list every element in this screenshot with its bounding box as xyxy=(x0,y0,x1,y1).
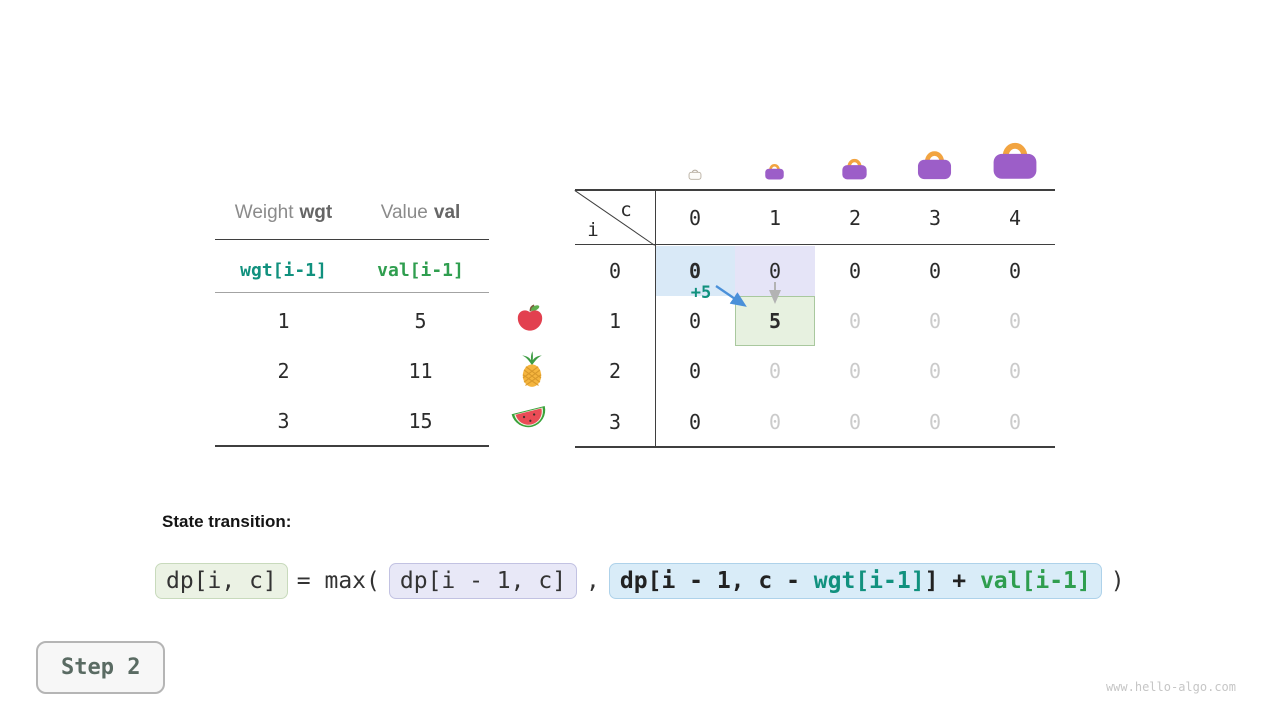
value-header: Value val xyxy=(352,198,489,228)
value-header-label: Value xyxy=(380,202,428,223)
items-table-header-rule xyxy=(215,239,489,241)
dp-cell-0-4: 0 xyxy=(1008,259,1022,283)
item-2-value: 11 xyxy=(408,359,433,383)
dp-cell-2-2: 0 xyxy=(848,359,862,383)
bag-icon-large xyxy=(917,151,952,180)
items-table-formula-row: wgt[i-1] val[i-1] xyxy=(215,255,489,285)
dp-cell-3-3: 0 xyxy=(928,410,942,434)
dp-cell-3-0: 0 xyxy=(688,410,702,434)
formula-close-paren: ) xyxy=(1110,568,1125,594)
value-formula-label: val[i-1] xyxy=(377,259,464,281)
dp-cell-2-0: 0 xyxy=(688,359,702,383)
dp-cell-1-2: 0 xyxy=(848,309,862,333)
formula-comma: , xyxy=(586,568,600,594)
dp-row-header-1: 1 xyxy=(608,309,622,333)
item-3-value: 15 xyxy=(408,409,433,433)
dp-col-header-1: 1 xyxy=(768,205,782,230)
bag-icon-small xyxy=(765,163,784,180)
items-table-header-row: Weight wgt Value val xyxy=(215,198,489,228)
dp-cell-0-1: 0 xyxy=(735,246,815,296)
dp-table-vertical-rule xyxy=(655,189,657,448)
item-row-3: 3 15 xyxy=(215,406,489,436)
item-1-weight: 1 xyxy=(277,309,290,333)
dp-row-header-0: 0 xyxy=(608,259,622,283)
dp-col-header-4: 4 xyxy=(1008,205,1022,230)
dp-cell-0-3: 0 xyxy=(928,259,942,283)
dp-cell-3-4: 0 xyxy=(1008,410,1022,434)
dp-table-bottom-rule xyxy=(575,446,1055,448)
empty-bag-icon xyxy=(688,169,702,180)
dp-cell-0-2: 0 xyxy=(848,259,862,283)
transition-formula: dp[i, c] = max( dp[i - 1, c] , dp[i - 1,… xyxy=(155,560,1125,602)
item-3-weight: 3 xyxy=(277,409,290,433)
weight-header-label: Weight xyxy=(234,202,294,223)
weight-formula-label: wgt[i-1] xyxy=(240,259,327,281)
take-option-val: val[i-1] xyxy=(979,568,1091,594)
step-badge: Step 2 xyxy=(36,641,166,694)
dp-table-top-rule xyxy=(575,189,1055,191)
take-option-part2: ] + xyxy=(924,568,980,594)
formula-lhs-box: dp[i, c] xyxy=(155,563,288,599)
watermark: www.hello-algo.com xyxy=(1105,680,1236,694)
item-1-value: 5 xyxy=(414,309,427,333)
weight-header-code: wgt xyxy=(299,202,333,223)
corner-row-label: i xyxy=(587,219,599,241)
dp-col-header-0: 0 xyxy=(688,205,702,230)
dp-cell-3-2: 0 xyxy=(848,410,862,434)
formula-keep-option-box: dp[i - 1, c] xyxy=(388,563,578,599)
take-option-part1: dp[i - 1, c - xyxy=(619,568,814,594)
dp-cell-3-1: 0 xyxy=(768,410,782,434)
weight-header: Weight wgt xyxy=(215,198,352,228)
dp-cell-0-0: 0 xyxy=(655,246,735,296)
take-option-wgt: wgt[i-1] xyxy=(813,568,925,594)
dp-table-header-rule xyxy=(575,244,1055,246)
dp-cell-1-3: 0 xyxy=(928,309,942,333)
bag-icon-xlarge xyxy=(993,142,1037,179)
bag-icon-medium xyxy=(842,158,867,180)
dp-cell-2-3: 0 xyxy=(928,359,942,383)
dp-row-header-2: 2 xyxy=(608,359,622,383)
corner-col-label: c xyxy=(620,199,632,221)
items-table-formula-rule xyxy=(215,292,489,293)
value-header-code: val xyxy=(433,202,461,223)
item-2-weight: 2 xyxy=(277,359,290,383)
dp-cell-1-0: 0 xyxy=(688,309,702,333)
item-row-2: 2 11 xyxy=(215,356,489,386)
dp-col-header-3: 3 xyxy=(928,205,942,230)
transition-title: State transition: xyxy=(162,512,292,531)
gain-annotation: +5 xyxy=(690,283,712,303)
dp-row-header-3: 3 xyxy=(608,410,622,434)
dp-cell-2-4: 0 xyxy=(1008,359,1022,383)
dp-cell-2-1: 0 xyxy=(768,359,782,383)
formula-equals-max: = max( xyxy=(296,568,380,594)
dp-cell-1-4: 0 xyxy=(1008,309,1022,333)
item-row-1: 1 5 xyxy=(215,306,489,336)
dp-col-header-2: 2 xyxy=(848,205,862,230)
apple-icon xyxy=(517,304,543,331)
dp-cell-1-1: 5 xyxy=(735,296,815,346)
watermelon-icon xyxy=(511,406,546,428)
formula-take-option-box: dp[i - 1, c - wgt[i-1]] + val[i-1] xyxy=(608,563,1102,599)
pineapple-icon xyxy=(522,351,542,387)
items-table-bottom-rule xyxy=(215,445,489,447)
